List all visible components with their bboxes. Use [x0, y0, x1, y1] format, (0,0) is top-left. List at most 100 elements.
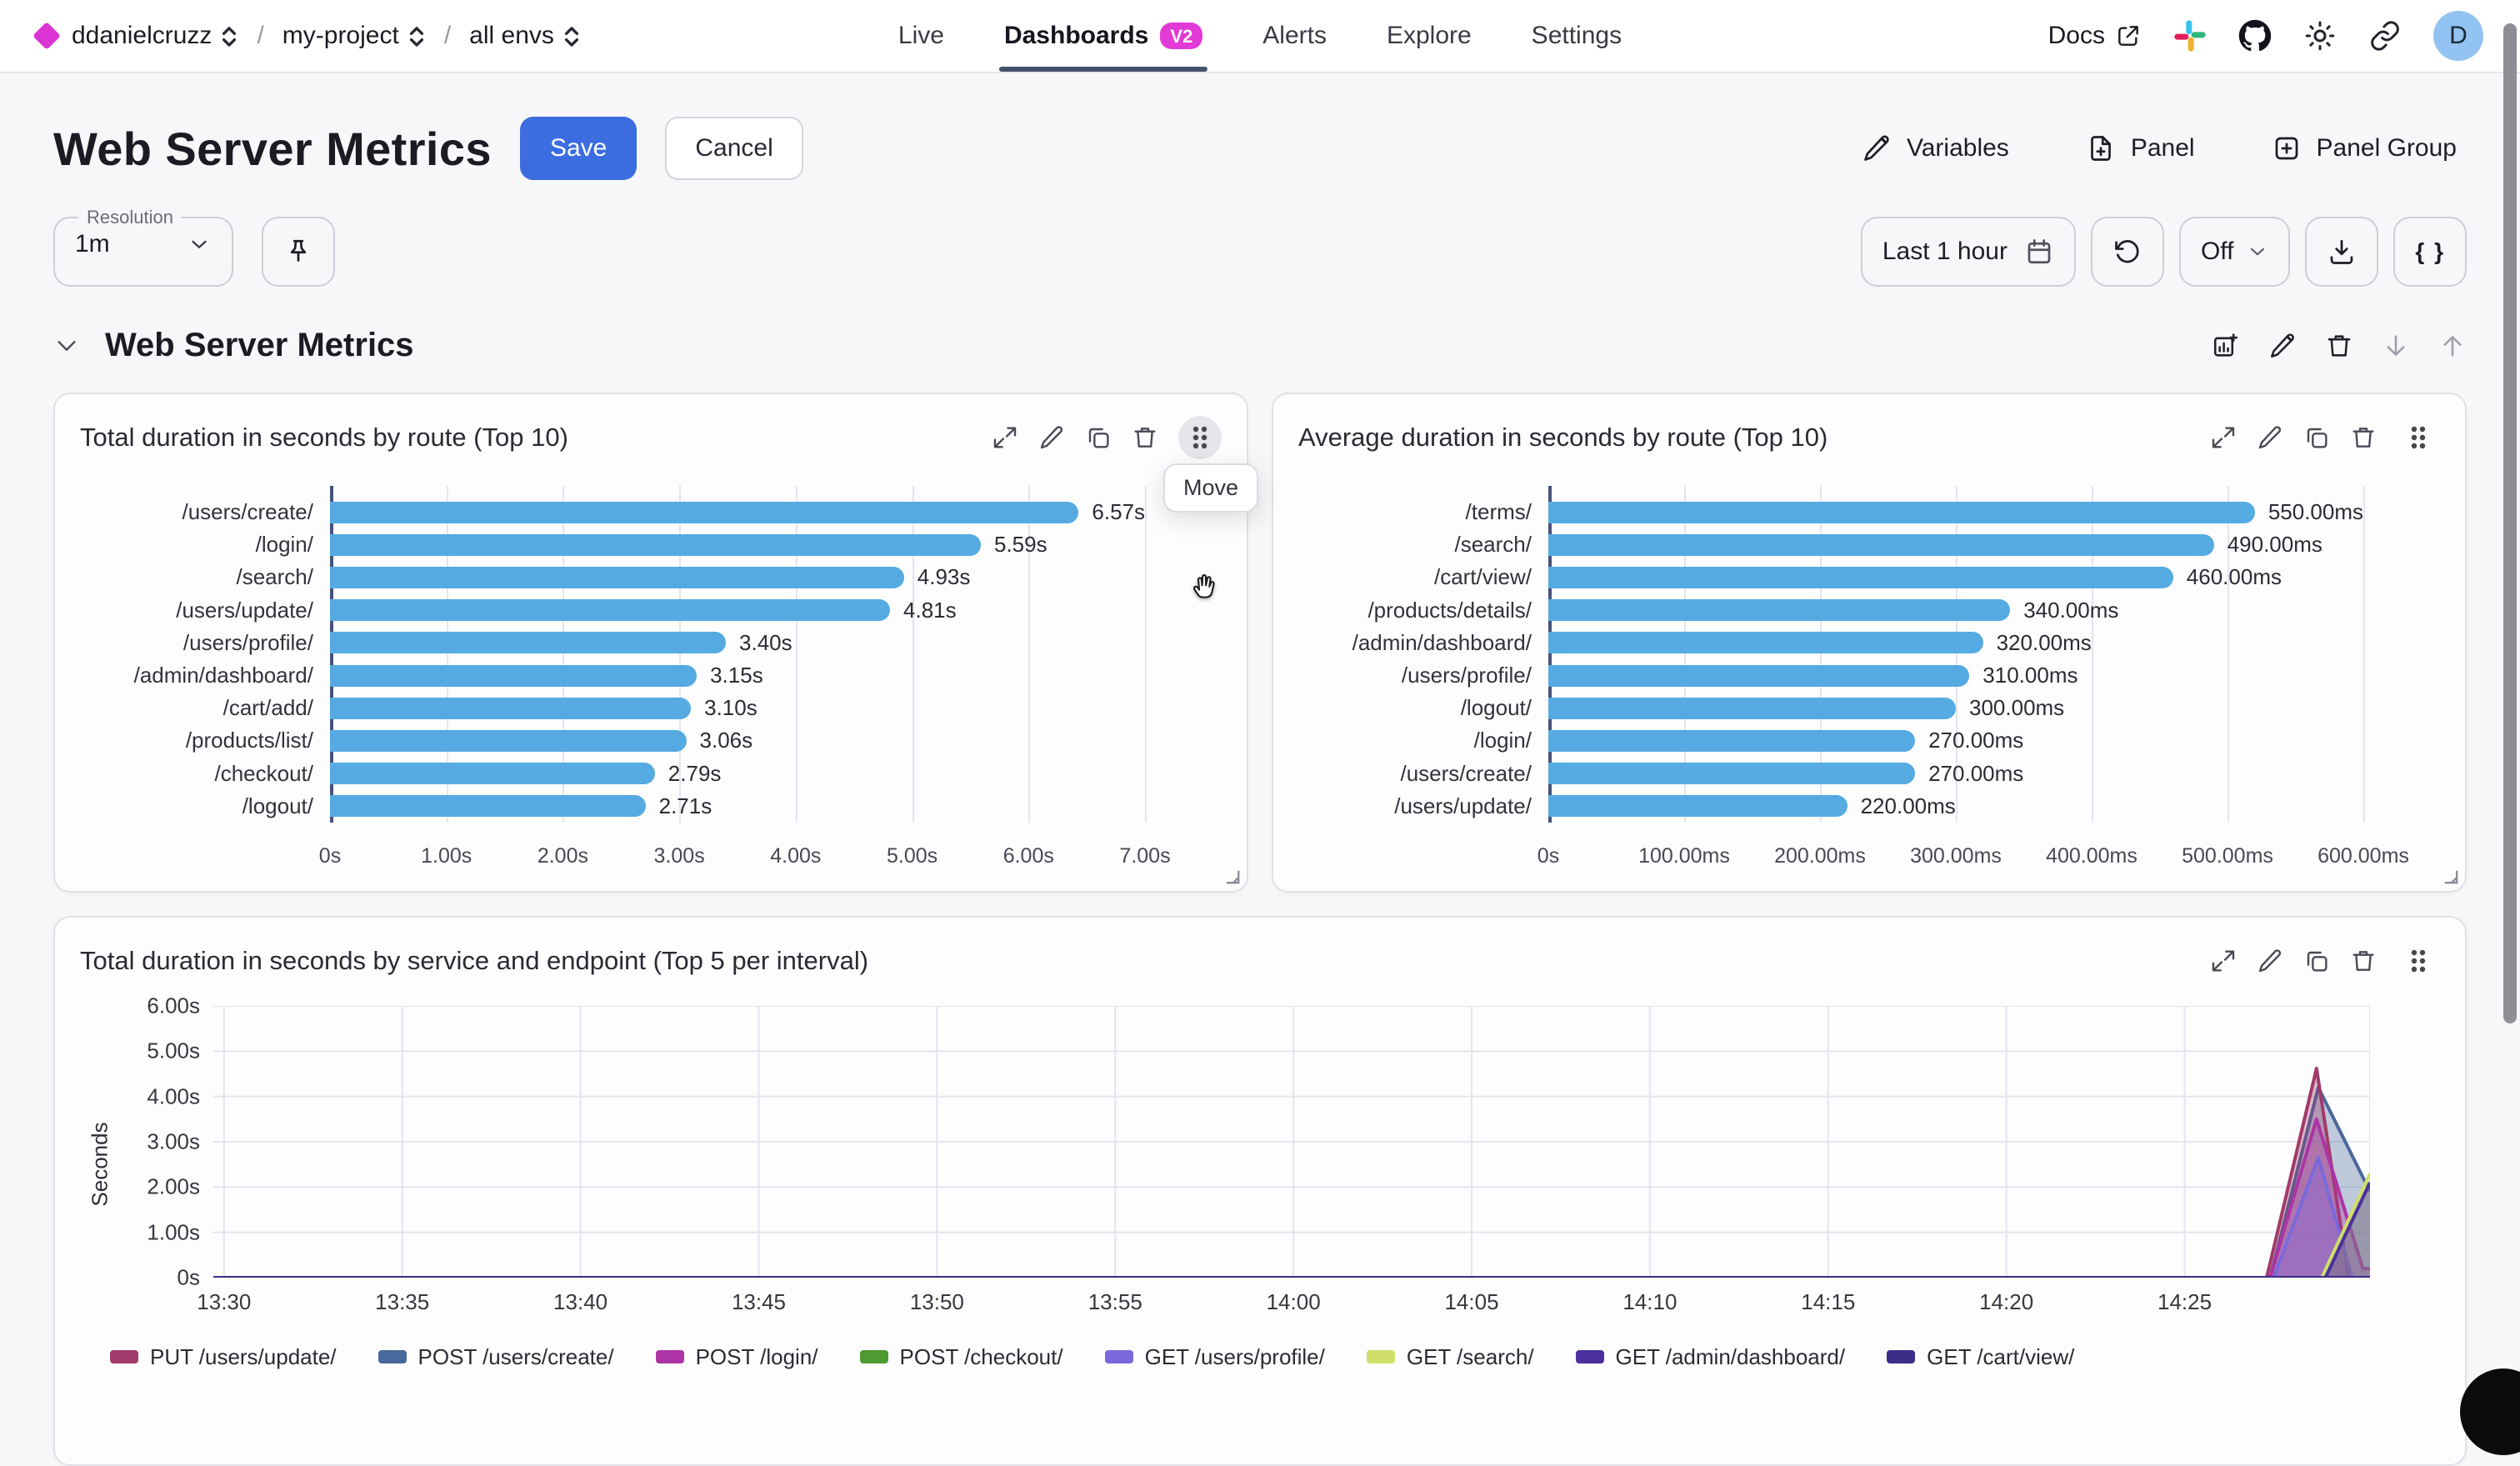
edit-panel-icon[interactable]	[1038, 424, 1065, 451]
add-panel-button[interactable]: Panel	[2076, 132, 2205, 165]
bar[interactable]	[1548, 697, 1956, 719]
vertical-scrollbar[interactable]	[2502, 0, 2517, 1428]
edit-panel-icon[interactable]	[2257, 424, 2283, 451]
github-icon[interactable]	[2238, 19, 2272, 53]
refresh-button[interactable]	[2090, 217, 2164, 287]
drag-handle[interactable]	[1178, 416, 1222, 459]
tab-explore[interactable]: Explore	[1386, 22, 1472, 49]
add-panel-group-button[interactable]: Panel Group	[2262, 132, 2467, 165]
slack-icon[interactable]	[2173, 19, 2207, 53]
legend-item[interactable]: POST /checkout/	[859, 1344, 1063, 1370]
delete-panel-icon[interactable]	[1132, 424, 1158, 451]
collapse-chevron-icon[interactable]	[53, 333, 80, 359]
bar[interactable]	[330, 763, 655, 785]
download-button[interactable]	[2305, 217, 2379, 287]
legend-item[interactable]: GET /users/profile/	[1104, 1344, 1325, 1370]
duplicate-panel-icon[interactable]	[2303, 948, 2330, 974]
theme-toggle-icon[interactable]	[2303, 19, 2337, 53]
tab-dashboards[interactable]: Dashboards V2	[998, 0, 1208, 72]
breadcrumb-separator: /	[257, 22, 264, 49]
bar-rows: /terms/550.00ms/search/490.00ms/cart/vie…	[1352, 496, 2363, 823]
project-switcher[interactable]: my-project	[282, 22, 426, 50]
json-view-button[interactable]: { }	[2393, 217, 2467, 287]
bar[interactable]	[1548, 599, 2011, 622]
bar[interactable]	[330, 566, 904, 588]
bar[interactable]	[330, 632, 727, 654]
chart-legend: PUT /users/update/POST /users/create/POS…	[110, 1344, 2440, 1370]
resize-handle-icon[interactable]	[1225, 869, 1240, 884]
bar[interactable]	[1548, 795, 1848, 818]
org-switcher[interactable]: ddanielcruzz	[72, 22, 238, 50]
panel-header: Total duration in seconds by route (Top …	[80, 416, 1222, 459]
bar-category-label: /admin/dashboard/	[1352, 629, 1532, 655]
env-switcher[interactable]: all envs	[469, 22, 581, 50]
share-link-icon[interactable]	[2368, 19, 2402, 53]
series-line	[213, 1066, 2370, 1278]
bar[interactable]	[330, 533, 981, 556]
bar-value-label: 4.93s	[917, 564, 971, 590]
series-line	[213, 1085, 2370, 1278]
legend-item[interactable]: GET /admin/dashboard/	[1575, 1344, 1845, 1370]
save-button[interactable]: Save	[519, 117, 638, 180]
legend-item[interactable]: GET /search/	[1366, 1344, 1534, 1370]
dashboard-page: Web Server Metrics Save Cancel Variables…	[0, 117, 2520, 1466]
legend-item[interactable]: PUT /users/update/	[110, 1344, 337, 1370]
delete-panel-icon[interactable]	[2350, 948, 2377, 974]
legend-item[interactable]: POST /users/create/	[378, 1344, 614, 1370]
drag-handle[interactable]	[2397, 416, 2440, 459]
bar-value-label: 340.00ms	[2023, 597, 2119, 623]
bar-chart-average-duration: /terms/550.00ms/search/490.00ms/cart/vie…	[1298, 486, 2440, 878]
x-tick-label: 13:40	[553, 1288, 608, 1314]
expand-icon[interactable]	[992, 424, 1018, 451]
panel-total-duration-by-route: Total duration in seconds by route (Top …	[53, 393, 1248, 893]
resize-handle-icon[interactable]	[2443, 869, 2458, 884]
bar[interactable]	[330, 599, 891, 622]
bar[interactable]	[1548, 729, 1916, 752]
variables-button[interactable]: Variables	[1852, 132, 2019, 165]
legend-item[interactable]: GET /cart/view/	[1887, 1344, 2074, 1370]
legend-item[interactable]: POST /login/	[655, 1344, 818, 1370]
bar[interactable]	[330, 664, 698, 687]
x-tick-label: 13:45	[731, 1288, 787, 1314]
tab-live[interactable]: Live	[898, 22, 944, 49]
user-avatar[interactable]: D	[2433, 11, 2483, 61]
auto-refresh-select[interactable]: Off	[2178, 217, 2291, 287]
pin-resolution-button[interactable]	[262, 217, 335, 287]
drag-handle[interactable]	[2397, 939, 2440, 983]
delete-group-icon[interactable]	[2325, 332, 2353, 360]
bar[interactable]	[330, 729, 687, 752]
bar[interactable]	[330, 501, 1079, 523]
edit-panel-icon[interactable]	[2257, 948, 2283, 974]
cancel-button[interactable]: Cancel	[665, 117, 803, 180]
scrollbar-thumb[interactable]	[2503, 23, 2517, 1023]
add-chart-icon[interactable]	[2212, 332, 2240, 360]
bar[interactable]	[1548, 566, 2173, 588]
bar-category-label: /checkout/	[214, 760, 313, 786]
panel-title: Total duration in seconds by service and…	[80, 945, 869, 975]
bar[interactable]	[1548, 632, 1983, 654]
docs-link[interactable]: Docs	[2048, 22, 2142, 50]
refresh-icon	[2115, 240, 2139, 263]
tab-alerts[interactable]: Alerts	[1262, 22, 1327, 49]
expand-icon[interactable]	[2210, 948, 2237, 974]
bar[interactable]	[1548, 664, 1970, 687]
edit-group-icon[interactable]	[2268, 332, 2297, 360]
pencil-icon	[1864, 135, 1889, 161]
time-range-button[interactable]: Last 1 hour	[1860, 217, 2076, 287]
series-line	[213, 1181, 2370, 1278]
bar[interactable]	[330, 697, 692, 719]
bar[interactable]	[1548, 501, 2255, 523]
bar[interactable]	[330, 795, 646, 818]
expand-icon[interactable]	[2210, 424, 2237, 451]
move-group-down-icon[interactable]	[2382, 332, 2410, 360]
delete-panel-icon[interactable]	[2350, 424, 2377, 451]
bar[interactable]	[1548, 763, 1916, 785]
bar[interactable]	[1548, 533, 2214, 556]
duplicate-panel-icon[interactable]	[2303, 424, 2330, 451]
tab-settings[interactable]: Settings	[1531, 22, 1622, 49]
resolution-select[interactable]: Resolution 1m	[53, 207, 233, 287]
panel-duration-by-service-endpoint: Total duration in seconds by service and…	[53, 915, 2467, 1466]
x-tick-label: 13:30	[197, 1288, 252, 1314]
move-group-up-icon[interactable]	[2438, 332, 2467, 360]
duplicate-panel-icon[interactable]	[1085, 424, 1112, 451]
